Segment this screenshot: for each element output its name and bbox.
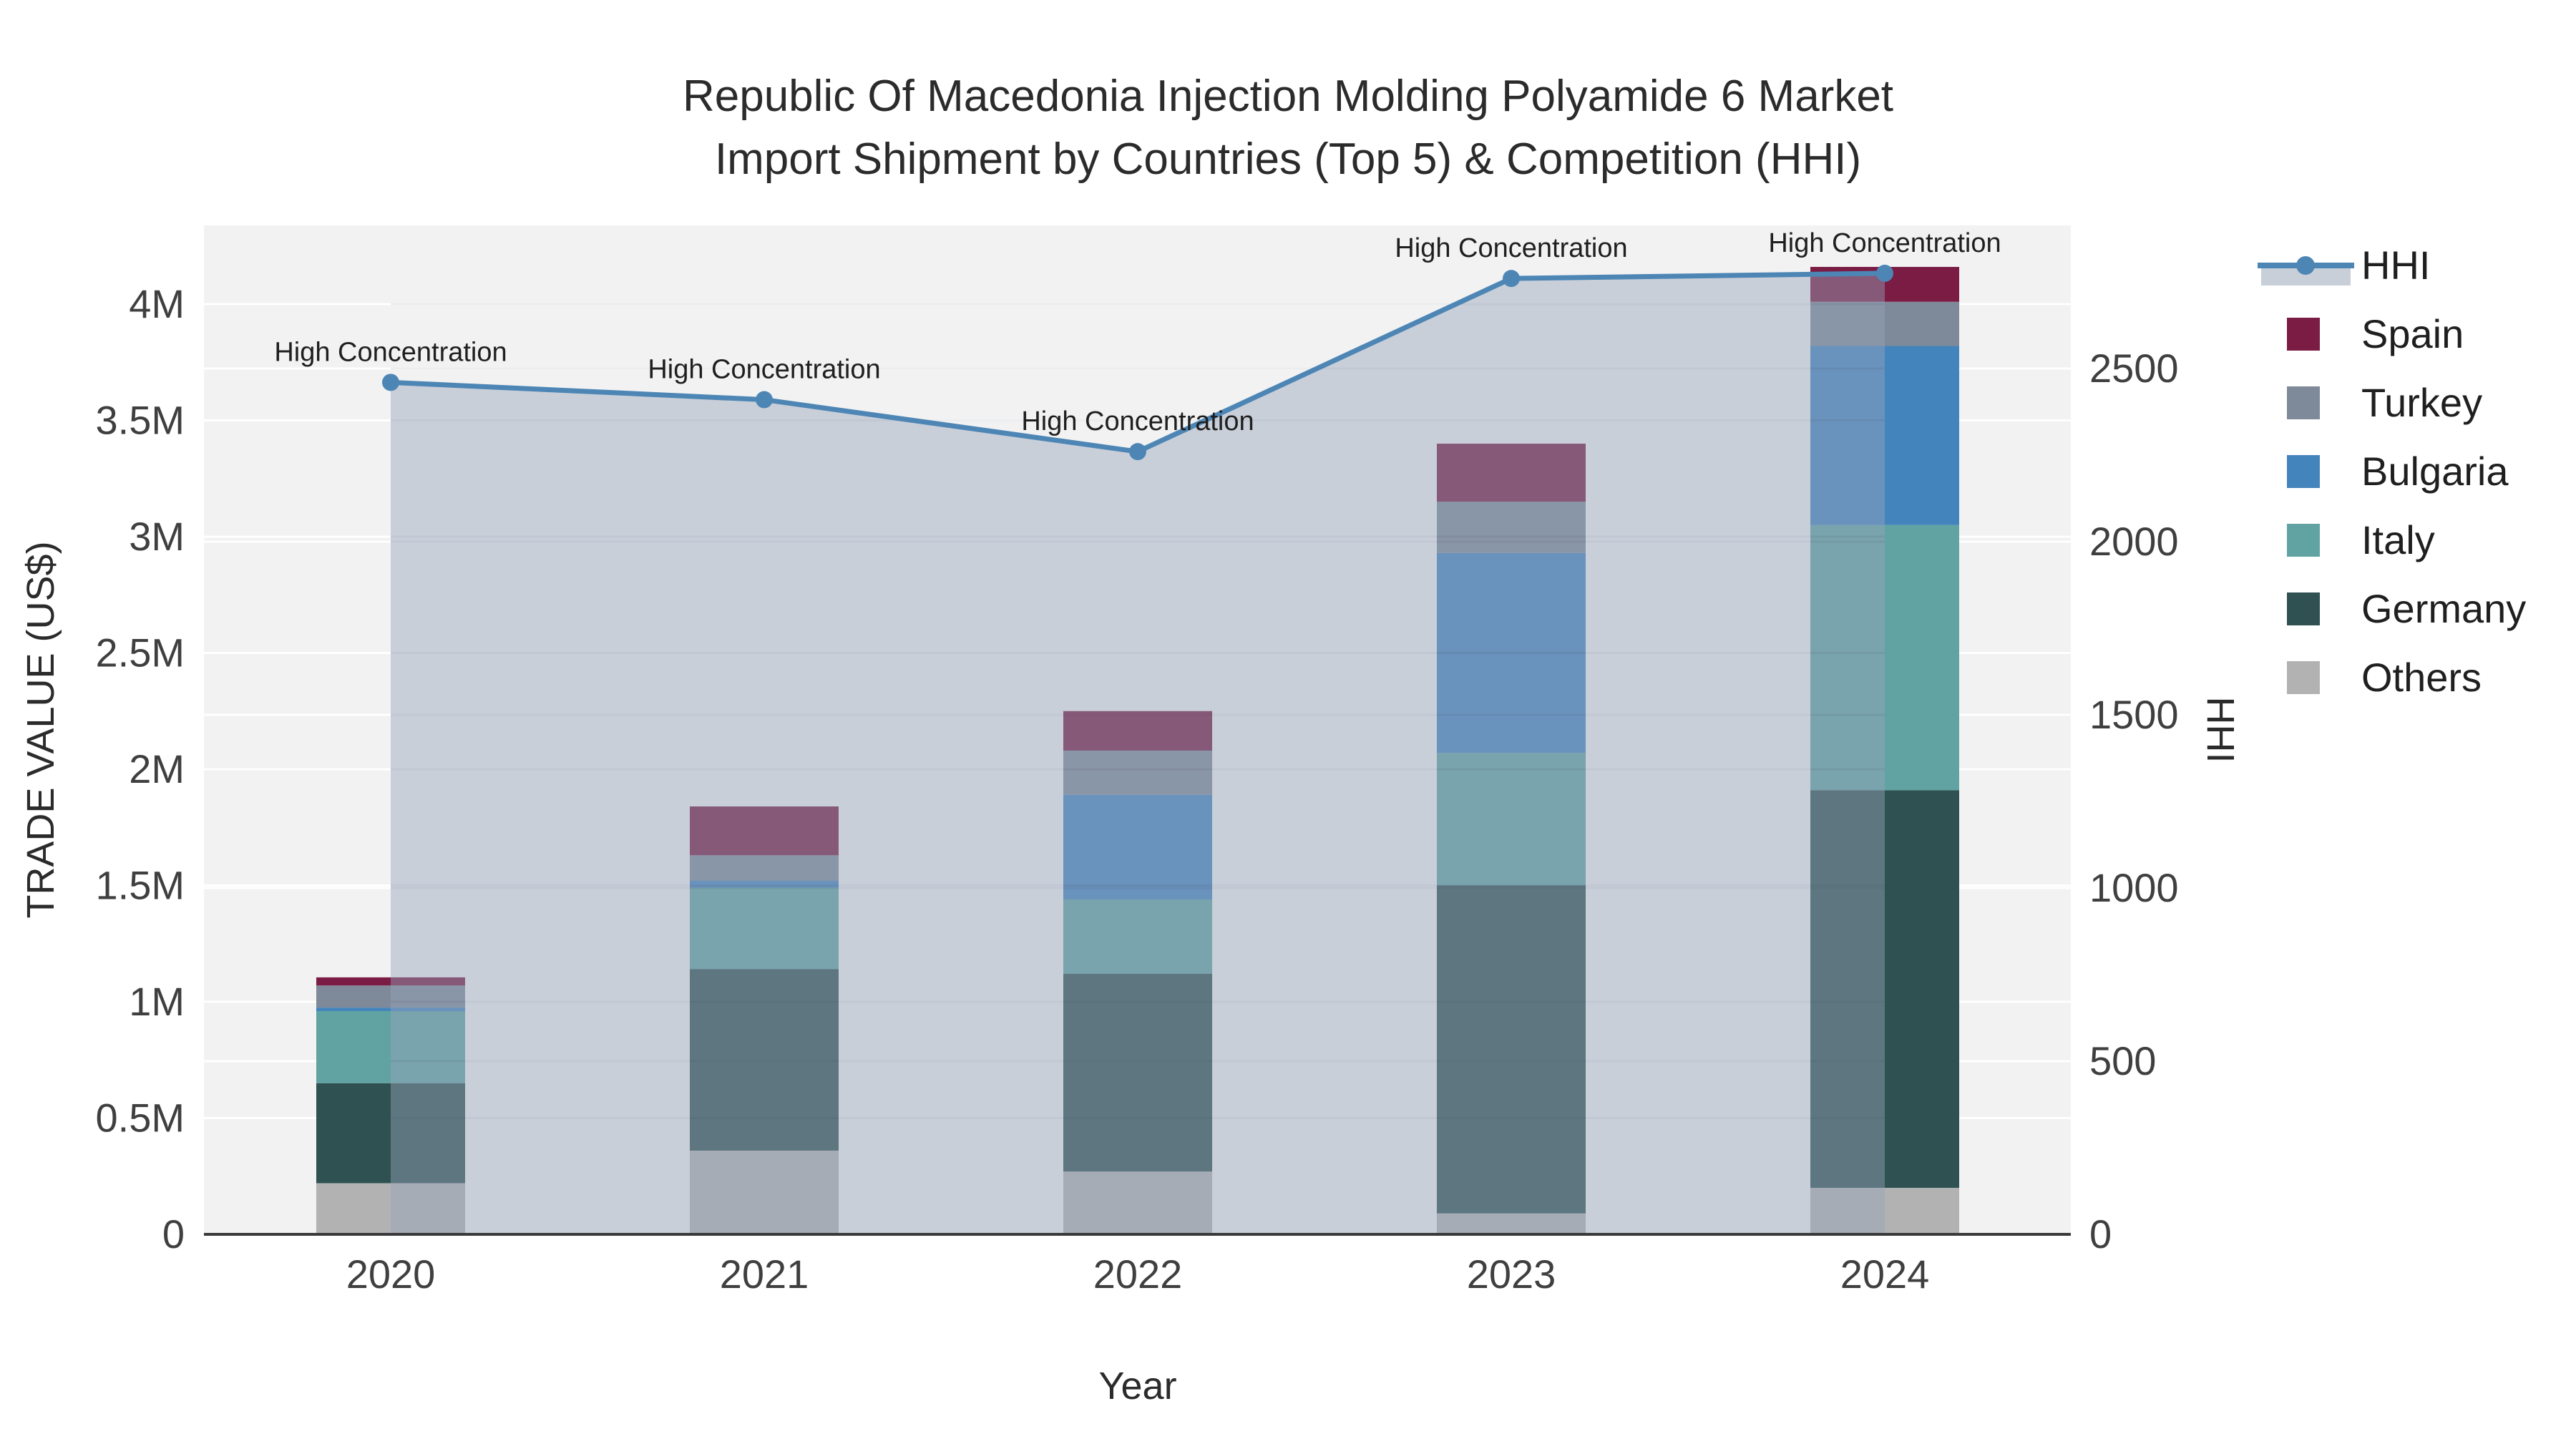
bar-2023-bulgaria[interactable] <box>1437 552 1586 753</box>
y-right-axis-title: HHI <box>2199 697 2242 763</box>
bar-2020-spain[interactable] <box>316 977 465 986</box>
bar-2022-germany[interactable] <box>1063 974 1212 1172</box>
legend-item-hhi[interactable]: HHI <box>2258 243 2430 288</box>
legend-item-turkey[interactable]: Turkey <box>2287 380 2482 425</box>
bar-2021-bulgaria[interactable] <box>690 881 839 888</box>
x-tick-label: 2020 <box>346 1252 436 1297</box>
bar-2024-turkey[interactable] <box>1810 301 1959 346</box>
bar-2020-bulgaria[interactable] <box>316 1008 465 1011</box>
bar-2022-others[interactable] <box>1063 1171 1212 1234</box>
y-left-axis-title: TRADE VALUE (US$) <box>19 541 62 918</box>
annotation-high-concentration: High Concentration <box>1395 233 1627 263</box>
y-right-tick-label: 1500 <box>2089 692 2179 737</box>
y-left-tick-label: 0 <box>162 1211 185 1257</box>
legend-item-bulgaria[interactable]: Bulgaria <box>2287 449 2509 494</box>
hhi-marker-2024[interactable] <box>1876 264 1893 282</box>
legend-swatch <box>2287 661 2320 694</box>
hhi-marker-2022[interactable] <box>1129 443 1146 461</box>
bar-2021-spain[interactable] <box>690 806 839 856</box>
bar-2024-italy[interactable] <box>1810 525 1959 791</box>
hhi-area-fill <box>391 273 1885 1234</box>
y-left-tick-label: 1.5M <box>96 863 185 908</box>
annotation-high-concentration: High Concentration <box>1768 228 2001 258</box>
bar-2021-turkey[interactable] <box>690 855 839 881</box>
bar-2021-germany[interactable] <box>690 969 839 1151</box>
y-left-tick-label: 2.5M <box>96 630 185 675</box>
hhi-marker-2023[interactable] <box>1503 270 1520 288</box>
legend-label: Others <box>2361 655 2482 700</box>
chart-title-line1: Republic Of Macedonia Injection Molding … <box>683 72 1893 121</box>
x-tick-label: 2022 <box>1093 1252 1183 1297</box>
x-tick-label: 2021 <box>720 1252 809 1297</box>
legend-swatch <box>2287 592 2320 625</box>
legend-swatch <box>2287 386 2320 419</box>
legend-item-others[interactable]: Others <box>2287 655 2482 700</box>
x-tick-label: 2023 <box>1467 1252 1556 1297</box>
bar-2023-germany[interactable] <box>1437 885 1586 1214</box>
y-left-tick-label: 3.5M <box>96 398 185 443</box>
bar-2022-spain[interactable] <box>1063 711 1212 751</box>
bar-2021-others[interactable] <box>690 1151 839 1234</box>
bar-2020-italy[interactable] <box>316 1011 465 1083</box>
bar-2024-others[interactable] <box>1810 1188 1959 1234</box>
legend-label: Bulgaria <box>2361 449 2509 494</box>
hhi-marker-2021[interactable] <box>756 391 773 409</box>
bar-2021-italy[interactable] <box>690 887 839 970</box>
legend-swatch <box>2287 318 2320 351</box>
x-axis-title: Year <box>1098 1365 1176 1407</box>
legend-swatch <box>2287 455 2320 488</box>
y-right-tick-label: 500 <box>2089 1038 2156 1083</box>
bar-2024-germany[interactable] <box>1810 790 1959 1188</box>
bar-2020-others[interactable] <box>316 1183 465 1235</box>
y-left-tick-label: 2M <box>129 746 185 791</box>
legend-item-germany[interactable]: Germany <box>2287 586 2526 631</box>
legend-label: HHI <box>2361 243 2430 288</box>
x-tick-label: 2024 <box>1840 1252 1930 1297</box>
bar-2023-italy[interactable] <box>1437 753 1586 886</box>
annotation-high-concentration: High Concentration <box>1021 406 1254 436</box>
legend-swatch <box>2287 524 2320 557</box>
annotation-high-concentration: High Concentration <box>648 355 880 385</box>
bar-2024-bulgaria[interactable] <box>1810 346 1959 525</box>
legend-item-spain[interactable]: Spain <box>2287 311 2464 356</box>
bar-2022-turkey[interactable] <box>1063 751 1212 795</box>
bar-2020-germany[interactable] <box>316 1083 465 1184</box>
y-right-tick-label: 2500 <box>2089 346 2179 391</box>
bar-2020-turkey[interactable] <box>316 985 465 1008</box>
legend-label: Italy <box>2361 517 2435 562</box>
chart-title-line2: Import Shipment by Countries (Top 5) & C… <box>715 135 1861 184</box>
bar-2023-turkey[interactable] <box>1437 502 1586 553</box>
y-right-tick-label: 1000 <box>2089 865 2179 910</box>
legend-label: Germany <box>2361 586 2526 631</box>
legend-label: Turkey <box>2361 380 2482 425</box>
y-left-tick-label: 3M <box>129 514 185 559</box>
bar-2023-spain[interactable] <box>1437 444 1586 502</box>
y-right-tick-label: 2000 <box>2089 519 2179 564</box>
y-left-tick-label: 1M <box>129 979 185 1024</box>
bar-2022-italy[interactable] <box>1063 899 1212 974</box>
legend-label: Spain <box>2361 311 2464 356</box>
legend-hhi-marker-sample <box>2296 256 2315 275</box>
hhi-marker-2020[interactable] <box>382 374 399 391</box>
y-left-tick-label: 4M <box>129 281 185 326</box>
annotation-high-concentration: High Concentration <box>274 337 507 367</box>
y-left-tick-label: 0.5M <box>96 1096 185 1141</box>
legend-item-italy[interactable]: Italy <box>2287 517 2435 562</box>
y-right-tick-label: 0 <box>2089 1211 2112 1257</box>
bar-2022-bulgaria[interactable] <box>1063 794 1212 899</box>
bar-2023-others[interactable] <box>1437 1213 1586 1234</box>
